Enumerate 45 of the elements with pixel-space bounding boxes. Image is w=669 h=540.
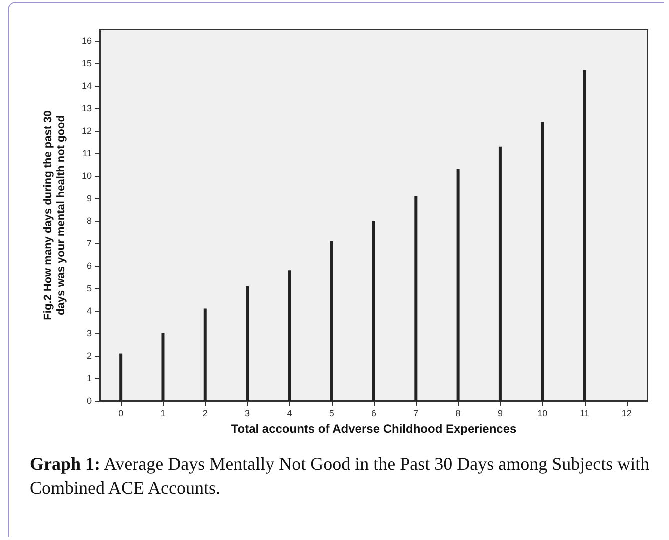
y-tick-label: 7 [86, 238, 92, 249]
bar [372, 221, 376, 401]
y-tick-label: 16 [82, 36, 92, 46]
x-tick-label: 11 [580, 408, 590, 418]
bar [498, 146, 502, 401]
x-tick-label: 0 [118, 408, 124, 418]
bar [120, 354, 123, 401]
bar [583, 70, 586, 401]
x-tick-label: 4 [287, 408, 292, 418]
y-tick-label: 12 [82, 126, 92, 136]
y-tick-label: 14 [82, 81, 92, 92]
y-tick-label: 5 [86, 284, 92, 294]
bar [288, 270, 292, 401]
bar [414, 196, 418, 401]
x-tick-label: 5 [329, 408, 334, 418]
y-tick-label: 6 [86, 261, 92, 272]
x-tick-label: 6 [371, 408, 377, 418]
x-tick-label: 7 [414, 408, 419, 418]
x-tick-label: 12 [622, 408, 632, 418]
y-tick-label: 4 [86, 306, 92, 316]
x-tick-label: 3 [245, 408, 250, 418]
x-tick-label: 9 [498, 408, 503, 418]
bar [204, 308, 207, 401]
y-tick-label: 11 [82, 148, 92, 159]
y-tick-label: 13 [82, 104, 92, 114]
x-tick-label: 8 [456, 408, 461, 418]
bar [246, 286, 250, 401]
bar [456, 169, 460, 401]
y-axis-title: Fig.2 How many days during the past 30 days was your mental health not good [42, 110, 68, 320]
y-tick-label: 0 [86, 396, 92, 406]
y-tick-label: 10 [82, 171, 92, 182]
y-tick-label: 2 [86, 351, 92, 362]
bar [162, 334, 165, 401]
x-axis-title: Total accounts of Adverse Childhood Experiences [231, 422, 518, 436]
y-tick-label: 8 [86, 216, 92, 226]
caption: Graph 1: Average Days Mentally Not Good in the Past 30 Days among Subjects with Combined ACE Accounts. [30, 453, 650, 500]
y-tick-label: 9 [86, 194, 92, 204]
bar [330, 241, 334, 401]
x-tick-label: 2 [202, 408, 208, 418]
y-tick-label: 1 [86, 374, 92, 384]
x-tick-label: 10 [538, 408, 548, 418]
y-tick-label: 3 [86, 328, 92, 339]
x-tick-label: 1 [160, 408, 166, 418]
bar [541, 122, 544, 401]
y-tick-label: 15 [82, 58, 92, 69]
